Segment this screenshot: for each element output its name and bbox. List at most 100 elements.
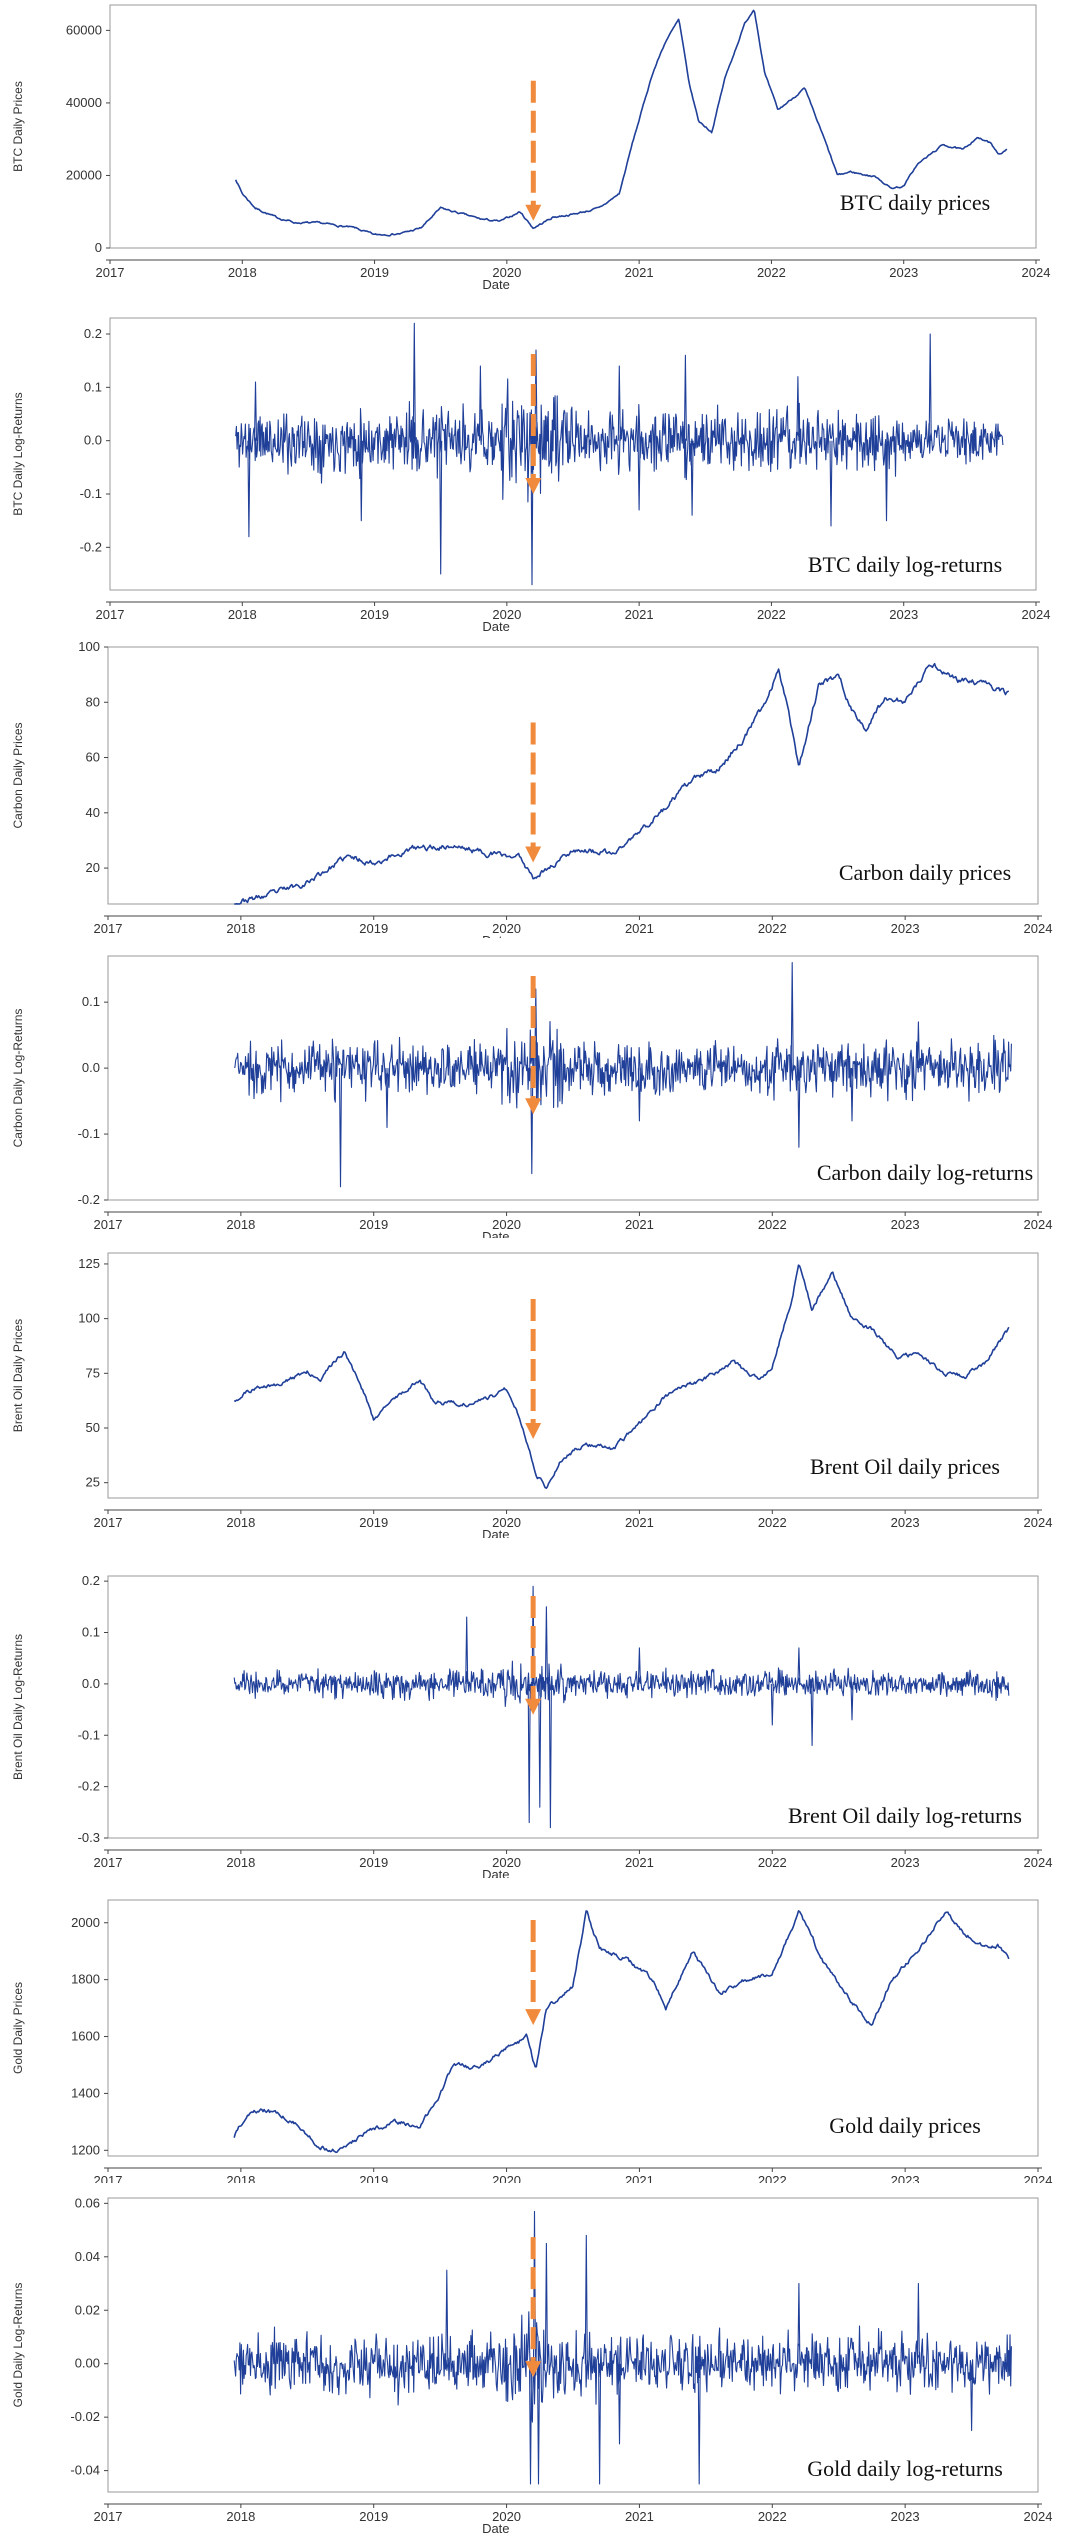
x-tick-label: 2024 xyxy=(1024,1217,1053,1232)
event-marker-arrow-head xyxy=(525,1698,542,1715)
series-line xyxy=(235,322,1004,586)
event-marker-arrow-head xyxy=(525,2361,542,2378)
chart-svg: 2017 2018 2019 2020 2021 2022 2023 2024 Date -0.3… xyxy=(11,1573,1052,1878)
y-tick-label: 0 xyxy=(95,240,102,255)
x-tick-label: 2024 xyxy=(1024,1515,1053,1530)
event-marker-arrow-head xyxy=(525,204,542,221)
x-tick-label: 2023 xyxy=(891,2173,920,2183)
chart-panel-brent-returns: 2017 2018 2019 2020 2021 2022 2023 2024 Date -0.3… xyxy=(0,1538,1080,1878)
y-tick-label: 100 xyxy=(78,1311,100,1326)
y-tick-label: -0.02 xyxy=(70,2409,100,2424)
event-marker-arrow-head xyxy=(525,846,542,863)
series-annotation: BTC daily log-returns xyxy=(808,552,1002,577)
series-annotation: Gold daily prices xyxy=(829,2113,981,2138)
x-axis-label: Date xyxy=(482,2521,509,2533)
series-annotation: Brent Oil daily prices xyxy=(810,1454,1000,1479)
y-tick-label: 0.00 xyxy=(75,2356,100,2371)
x-axis-label: Date xyxy=(482,933,509,938)
x-tick-label: 2018 xyxy=(226,921,255,936)
series-line xyxy=(233,1585,1010,1829)
y-tick-label: 20 xyxy=(86,860,100,875)
x-tick-label: 2022 xyxy=(758,2509,787,2524)
chart-svg: 2017 2018 2019 2020 2021 2022 2023 2024 Date 0 200… xyxy=(11,4,1051,292)
x-tick-label: 2018 xyxy=(228,607,257,622)
y-tick-label: 20000 xyxy=(66,167,102,182)
x-tick-label: 2023 xyxy=(891,1855,920,1870)
chart-svg: 20172018201920202021202220232024Date1200… xyxy=(11,1899,1053,2183)
x-tick-label: 2019 xyxy=(359,1217,388,1232)
x-tick-label: 2019 xyxy=(359,1855,388,1870)
y-axis-label: Gold Daily Prices xyxy=(11,1982,25,2074)
plot-frame xyxy=(109,317,1037,591)
x-tick-label: 2017 xyxy=(94,2509,123,2524)
chart-svg: 2017 2018 2019 2020 2021 2022 2023 2024 Date -0.2… xyxy=(11,955,1053,1238)
plot-frame xyxy=(107,1575,1039,1839)
y-tick-label: 125 xyxy=(78,1256,100,1271)
x-tick-label: 2017 xyxy=(94,1217,123,1232)
x-tick-label: 2017 xyxy=(96,265,125,280)
x-tick-label: 2021 xyxy=(625,2509,654,2524)
chart-svg: 2017 2018 2019 2020 2021 2022 2023 2024 Date 20 40… xyxy=(11,639,1052,938)
y-tick-label: 25 xyxy=(86,1475,100,1490)
series-annotation: Gold daily log-returns xyxy=(807,2456,1003,2481)
plot-frame xyxy=(107,1899,1039,2157)
chart-panel-btc-returns: 2017 2018 2019 2020 2021 2022 2023 2024 Date -0.2… xyxy=(0,300,1080,635)
x-tick-label: 2021 xyxy=(625,1855,654,1870)
x-tick-label: 2020 xyxy=(492,2173,521,2183)
chart-panel-gold-prices: 20172018201920202021202220232024Date1200… xyxy=(0,1878,1080,2183)
y-tick-label: 0.2 xyxy=(84,326,102,341)
series-line xyxy=(233,1264,1010,1489)
x-tick-label: 2018 xyxy=(226,2173,255,2183)
y-tick-label: 1800 xyxy=(71,1972,100,1987)
y-axis-label: Gold Daily Log-Returns xyxy=(11,2283,25,2408)
series-line xyxy=(233,962,1012,1188)
x-axis-label: Date xyxy=(482,1229,509,1238)
x-tick-label: 2019 xyxy=(360,265,389,280)
y-axis-label: Carbon Daily Log-Returns xyxy=(11,1009,25,1148)
y-tick-label: 0.1 xyxy=(84,379,102,394)
y-tick-label: -0.1 xyxy=(78,1126,100,1141)
y-tick-label: 40000 xyxy=(66,95,102,110)
series-line xyxy=(233,2210,1012,2485)
x-tick-label: 2019 xyxy=(359,1515,388,1530)
x-tick-label: 2020 xyxy=(492,265,521,280)
x-tick-label: 2021 xyxy=(625,2173,654,2183)
plot-frame xyxy=(109,4,1037,249)
x-tick-label: 2020 xyxy=(492,1515,521,1530)
x-tick-label: 2022 xyxy=(758,921,787,936)
x-tick-label: 2022 xyxy=(758,1217,787,1232)
event-marker-arrow-head xyxy=(525,478,542,494)
plot-frame xyxy=(107,2197,1039,2493)
y-tick-label: -0.2 xyxy=(78,1192,100,1207)
event-marker-arrow-head xyxy=(525,1422,542,1439)
y-tick-label: 0.02 xyxy=(75,2302,100,2317)
y-tick-label: 1400 xyxy=(71,2085,100,2100)
y-tick-label: 1200 xyxy=(71,2142,100,2157)
series-line xyxy=(234,9,1008,237)
x-tick-label: 2023 xyxy=(889,265,918,280)
y-tick-label: 100 xyxy=(78,639,100,654)
chart-panel-carbon-prices: 2017 2018 2019 2020 2021 2022 2023 2024 Date 20 40… xyxy=(0,635,1080,938)
y-tick-label: -0.2 xyxy=(80,539,102,554)
x-tick-label: 2023 xyxy=(891,1217,920,1232)
y-tick-label: -0.1 xyxy=(78,1727,100,1742)
x-tick-label: 2019 xyxy=(359,2509,388,2524)
x-tick-label: 2021 xyxy=(625,921,654,936)
x-tick-label: 2023 xyxy=(891,921,920,936)
x-tick-label: 2022 xyxy=(758,1855,787,1870)
y-tick-label: 40 xyxy=(86,805,100,820)
y-tick-label: 0.0 xyxy=(82,1060,100,1075)
y-tick-label: 0.1 xyxy=(82,1625,100,1640)
chart-panel-carbon-returns: 2017 2018 2019 2020 2021 2022 2023 2024 Date -0.2… xyxy=(0,938,1080,1238)
chart-svg: 2017 2018 2019 2020 2021 2022 2023 2024 Date -0.2… xyxy=(11,317,1050,634)
y-tick-label: -0.1 xyxy=(80,486,102,501)
x-tick-label: 2017 xyxy=(94,1855,123,1870)
x-tick-label: 2020 xyxy=(492,1217,521,1232)
x-tick-label: 2024 xyxy=(1024,2173,1053,2183)
y-tick-label: 0.0 xyxy=(82,1676,100,1691)
y-tick-label: 0.04 xyxy=(75,2249,100,2264)
y-tick-label: 75 xyxy=(86,1365,100,1380)
y-tick-label: -0.04 xyxy=(70,2463,100,2478)
x-tick-label: 2024 xyxy=(1022,265,1051,280)
x-tick-label: 2021 xyxy=(625,1515,654,1530)
